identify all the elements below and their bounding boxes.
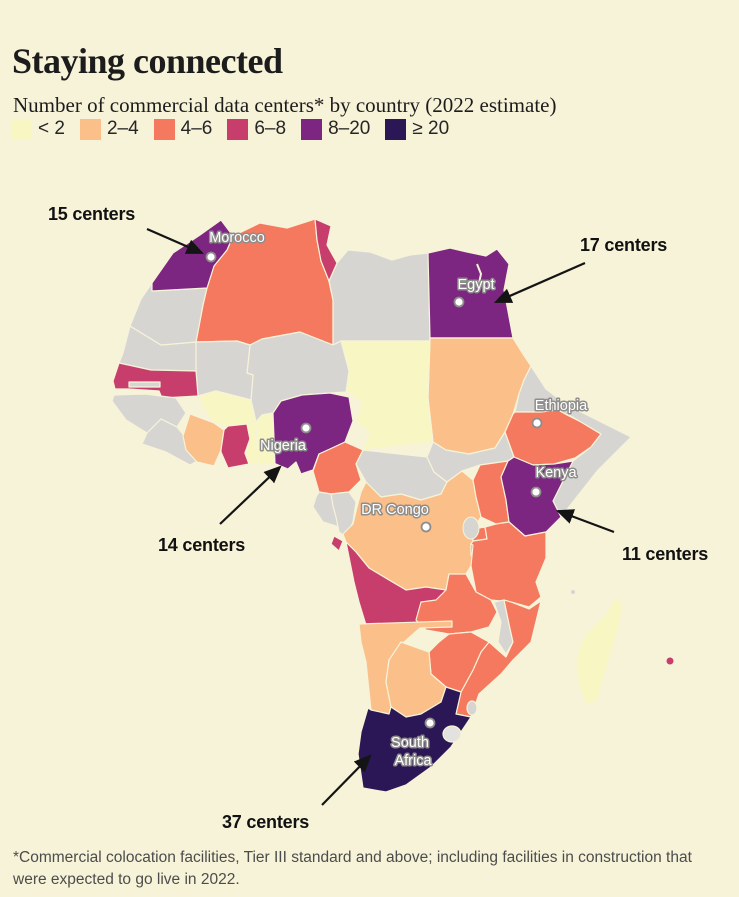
legend-label-lt2: < 2 xyxy=(38,118,65,139)
country-mali xyxy=(195,340,254,401)
dr-congo-label: DR Congo xyxy=(361,502,429,518)
lake-victoria xyxy=(462,516,480,540)
legend-item-2-4: 2–4 xyxy=(79,118,139,140)
country-chad xyxy=(340,340,434,451)
page-title: Staying connected xyxy=(12,41,283,82)
country-cabinda xyxy=(330,535,344,552)
morocco-marker-dot xyxy=(205,251,217,263)
egypt-marker-dot xyxy=(453,296,465,308)
country-eswatini xyxy=(466,700,478,716)
legend-item-4-6: 4–6 xyxy=(153,118,213,140)
arrow-to-morocco xyxy=(146,227,205,255)
legend: < 2 2–4 4–6 6–8 8–20 ≥ 20 xyxy=(11,118,449,140)
arrow-to-south-africa xyxy=(321,754,372,806)
nile-line xyxy=(476,263,483,284)
legend-swatch-lt2 xyxy=(11,118,32,140)
south-africa-marker-dot xyxy=(424,717,436,729)
country-mauritius xyxy=(666,657,674,665)
footnote: *Commercial colocation facilities, Tier … xyxy=(13,849,692,888)
annotation-nigeria-value: 14 centers xyxy=(158,535,246,555)
legend-label-4-6: 4–6 xyxy=(180,118,213,139)
ethiopia-label: Ethiopia xyxy=(535,398,588,414)
country-ghana xyxy=(220,423,251,469)
country-libya xyxy=(328,249,431,346)
annotation-south-africa-value: 37 centers xyxy=(222,812,310,832)
kenya-marker-dot xyxy=(530,486,542,498)
legend-item-6-8: 6–8 xyxy=(227,118,286,140)
kenya-label: Kenya xyxy=(535,465,577,481)
arrow-to-nigeria xyxy=(219,465,282,525)
legend-label-6-8: 6–8 xyxy=(254,118,287,139)
country-madagascar xyxy=(575,596,624,705)
south-africa-label-line1: South xyxy=(391,735,429,751)
morocco-label: Morocco xyxy=(209,230,265,246)
annotation-egypt-value: 17 centers xyxy=(580,235,668,255)
legend-swatch-2-4 xyxy=(79,118,101,140)
page-subtitle: Number of commercial data centers* by co… xyxy=(13,93,557,117)
ethiopia-marker-dot xyxy=(531,417,543,429)
legend-item-gte20: ≥ 20 xyxy=(385,118,449,140)
nigeria-marker-dot xyxy=(300,422,312,434)
south-africa-label-line2: Africa xyxy=(394,753,432,769)
country-comoros xyxy=(571,590,575,594)
arrow-to-kenya xyxy=(555,509,615,534)
legend-swatch-8-20 xyxy=(301,118,323,140)
legend-label-gte20: ≥ 20 xyxy=(412,118,450,139)
legend-item-8-20: 8–20 xyxy=(301,118,370,140)
legend-label-8-20: 8–20 xyxy=(328,118,371,139)
country-eritrea xyxy=(514,365,564,413)
country-senegal xyxy=(112,362,199,399)
legend-label-2-4: 2–4 xyxy=(106,118,139,139)
dr-congo-marker-dot xyxy=(420,521,432,533)
legend-item-lt2: < 2 xyxy=(11,118,65,140)
country-lesotho xyxy=(442,725,462,743)
arrow-to-egypt xyxy=(493,261,586,304)
legend-swatch-gte20 xyxy=(385,118,407,140)
nigeria-label: Nigeria xyxy=(260,438,307,454)
egypt-label: Egypt xyxy=(457,277,494,293)
country-egypt xyxy=(427,247,514,339)
country-dr-congo xyxy=(342,470,482,591)
country-gambia xyxy=(128,381,161,388)
legend-swatch-6-8 xyxy=(227,118,249,140)
country-tunisia xyxy=(314,218,338,282)
country-guinea-area xyxy=(111,393,187,434)
annotation-morocco-value: 15 centers xyxy=(48,204,136,224)
annotation-kenya-value: 11 centers xyxy=(622,544,709,564)
legend-swatch-4-6 xyxy=(153,118,175,140)
